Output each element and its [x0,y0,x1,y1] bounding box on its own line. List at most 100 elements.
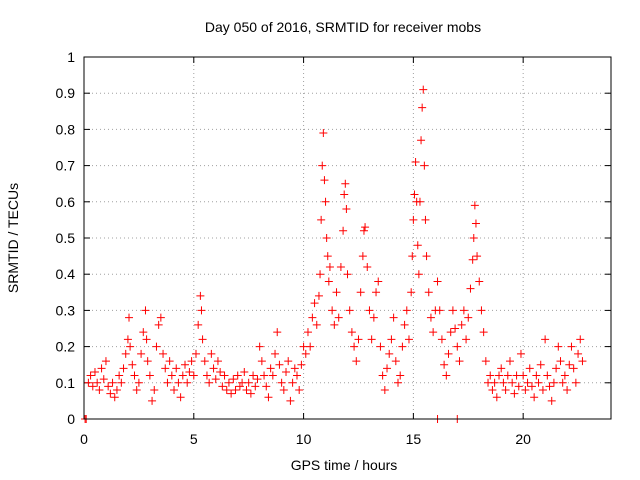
data-point [424,288,433,297]
data-point [220,371,229,380]
data-point [560,371,569,380]
data-point [455,357,464,366]
data-point [156,313,165,322]
data-point [514,382,523,391]
data-point [492,393,501,402]
data-point [543,371,552,380]
plot-frame [83,56,612,420]
data-point [510,389,519,398]
y-tick-label: 0.5 [56,230,76,246]
data-point [205,378,214,387]
data-point [211,375,220,384]
data-point [295,386,304,395]
data-point [435,306,444,315]
data-point [318,161,327,170]
y-tick-label: 0.7 [56,158,76,174]
data-point [99,375,108,384]
data-point [549,378,558,387]
data-point [207,349,216,358]
data-point [530,393,539,402]
data-point [552,364,561,373]
data-point [123,335,132,344]
data-point [134,378,143,387]
data-point [324,277,333,286]
data-point [154,320,163,329]
data-point [372,288,381,297]
data-point [246,389,255,398]
data-point [558,378,567,387]
data-point [297,360,306,369]
data-point [235,382,244,391]
data-point [290,364,299,373]
y-tick-label: 1 [67,49,75,65]
y-tick-label: 0 [67,411,75,427]
data-point [227,389,236,398]
data-point [565,360,574,369]
data-point [229,375,238,384]
y-tick-label: 0.8 [56,121,76,137]
data-point [86,371,95,380]
data-point [365,306,374,315]
data-point [574,349,583,358]
data-point [244,378,253,387]
y-tick-label: 0.3 [56,302,76,318]
data-point [417,136,426,145]
data-point [387,335,396,344]
data-point [532,371,541,380]
data-point [534,378,543,387]
data-point [468,255,477,264]
data-point [130,371,139,380]
data-point [404,335,413,344]
data-point [176,393,185,402]
grid-lines [84,57,611,419]
data-point [306,342,315,351]
data-point [128,360,137,369]
data-point [571,378,580,387]
data-point [271,349,280,358]
data-point [361,223,370,232]
data-point [453,342,462,351]
data-point [466,284,475,293]
data-point [359,226,368,235]
data-point [471,219,480,228]
data-point [257,357,266,366]
data-point [433,277,442,286]
data-point [426,313,435,322]
data-point [286,396,295,405]
data-point [253,375,262,384]
data-point [473,252,482,261]
data-point [187,357,196,366]
data-point [242,386,251,395]
data-point [363,262,372,271]
data-point [556,357,565,366]
data-point [400,320,409,329]
data-point [521,386,530,395]
data-point [356,288,365,297]
data-point [545,382,554,391]
data-markers [81,85,587,423]
data-point [222,386,231,395]
data-point [145,371,154,380]
data-point [429,328,438,337]
data-point [277,378,286,387]
data-point [352,357,361,366]
data-point [444,349,453,358]
data-point [409,215,418,224]
data-point [567,342,576,351]
data-point [142,335,151,344]
data-point [442,371,451,380]
data-point [97,364,106,373]
data-point [437,335,446,344]
data-point [451,324,460,333]
data-point [266,364,275,373]
data-point [420,161,429,170]
data-point [141,306,150,315]
data-point [268,371,277,380]
data-point [132,386,141,395]
data-point [576,335,585,344]
data-point [161,364,170,373]
data-point [516,349,525,358]
data-point [189,371,198,380]
data-point [376,342,385,351]
data-point [410,190,419,199]
